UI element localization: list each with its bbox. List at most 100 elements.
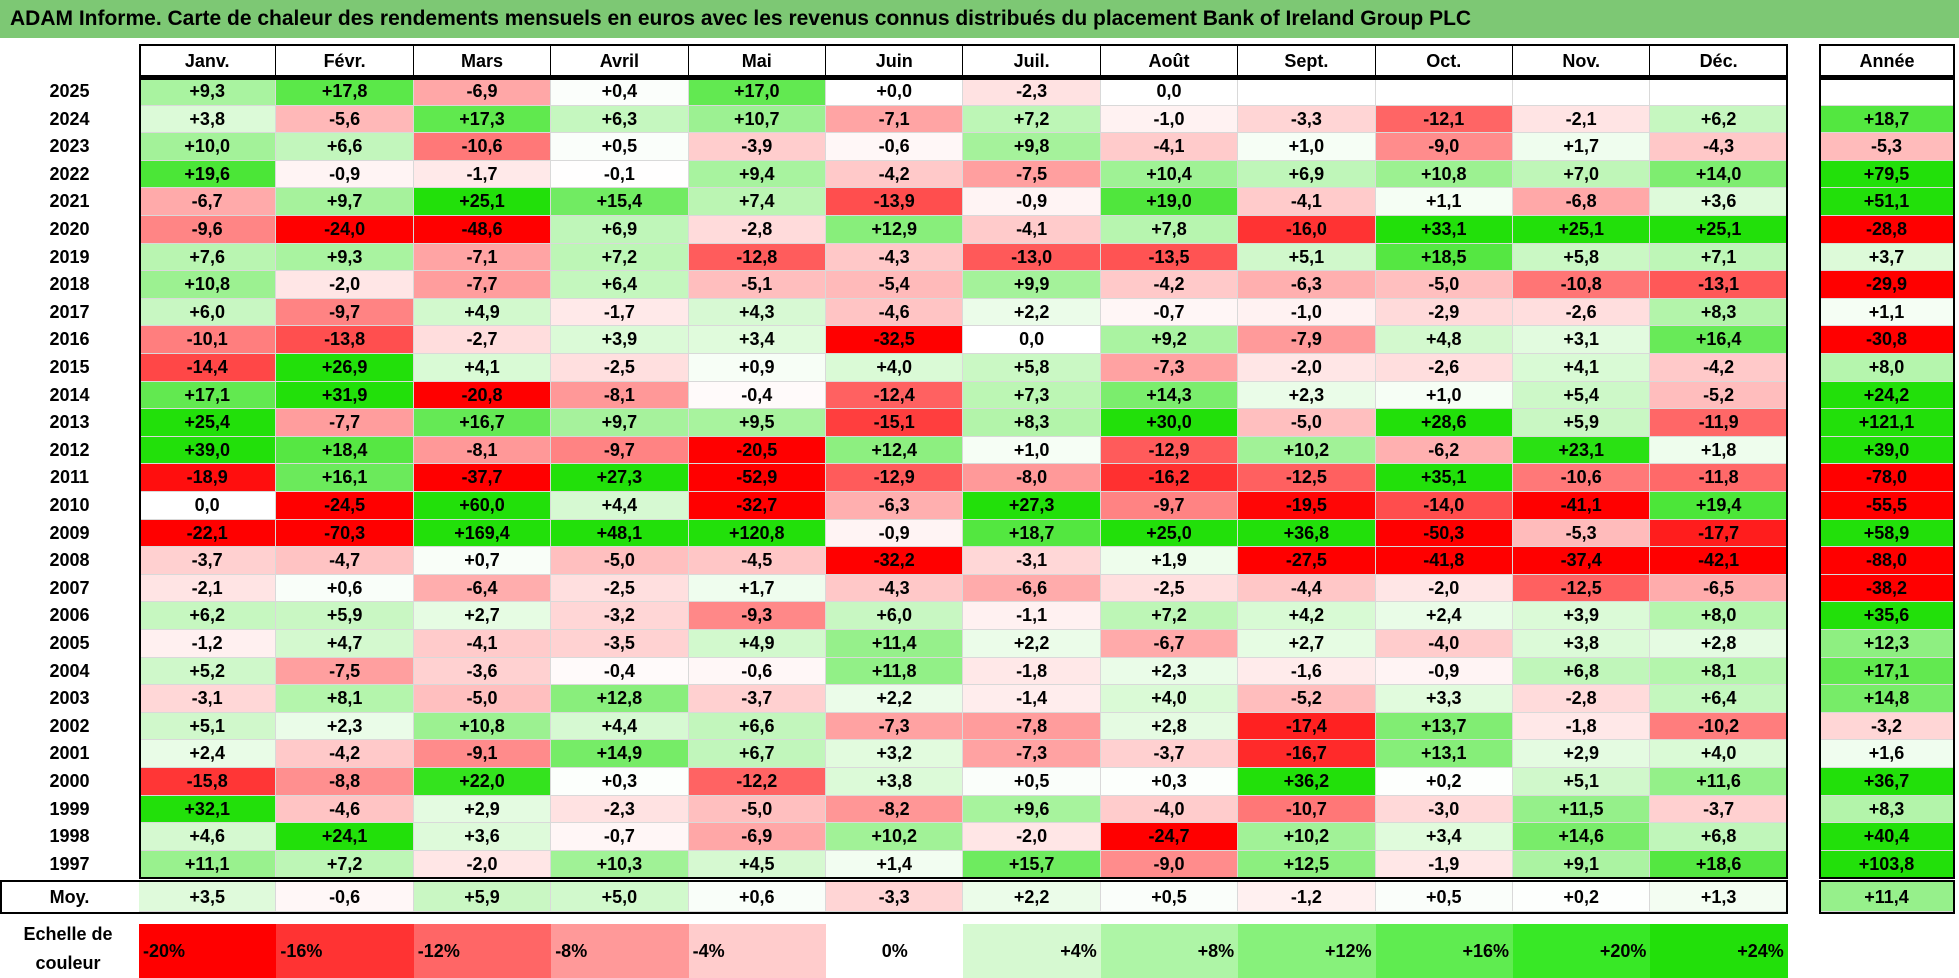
heatmap-cell: -27,5 <box>1238 547 1376 575</box>
heatmap-cell: -5,2 <box>1650 381 1788 410</box>
heatmap-cell <box>1238 78 1376 106</box>
heatmap-cell: +11,8 <box>826 657 964 686</box>
year-label: 2016 <box>0 326 139 354</box>
legend-swatch: 0% <box>826 924 964 978</box>
heatmap-cell: -7,1 <box>826 105 964 134</box>
heatmap-cell: +6,8 <box>1650 823 1788 851</box>
heatmap-cell: -13,1 <box>1650 271 1788 299</box>
heatmap-cell <box>1375 78 1513 106</box>
heatmap-cell: -8,2 <box>826 795 964 824</box>
heatmap-cell: +0,9 <box>688 354 826 382</box>
heatmap-cell: +27,3 <box>963 492 1101 520</box>
heatmap-cell: +7,2 <box>1100 602 1239 630</box>
heatmap-cell: +10,2 <box>826 823 964 851</box>
heatmap-cell: +6,7 <box>688 740 826 768</box>
heatmap-cell: -5,2 <box>1238 685 1376 713</box>
heatmap-cell: +5,1 <box>139 712 277 741</box>
heatmap-cell: +5,2 <box>139 657 277 686</box>
average-cell: +2,2 <box>963 882 1101 913</box>
heatmap-cell: +0,7 <box>413 547 552 575</box>
average-cell: -0,6 <box>276 882 414 913</box>
heatmap-cell: +8,1 <box>1650 657 1788 686</box>
heatmap-cell: +2,9 <box>1513 740 1651 768</box>
legend-swatch: -4% <box>688 924 826 978</box>
heatmap-cell: -7,9 <box>1238 326 1376 354</box>
average-label: Moy. <box>0 882 139 913</box>
heatmap-cell: -2,3 <box>551 795 689 824</box>
heatmap-cell: -48,6 <box>413 216 552 244</box>
heatmap-cell: -20,8 <box>413 381 552 410</box>
heatmap-cell: +25,4 <box>139 409 277 437</box>
heatmap-cell: +31,9 <box>276 381 414 410</box>
month-header: Juin <box>826 44 964 76</box>
heatmap-cell: +7,8 <box>1100 216 1239 244</box>
heatmap-cell: +5,4 <box>1513 381 1651 410</box>
legend-title-line1: Echelle de <box>23 924 113 944</box>
heatmap-cell: -7,3 <box>826 712 964 741</box>
heatmap-cell: +4,5 <box>688 850 826 879</box>
heatmap-cell: +3,8 <box>139 105 277 134</box>
heatmap-cell: -4,2 <box>1100 271 1239 299</box>
heatmap-cell: +6,8 <box>1513 657 1651 686</box>
heatmap-cell: +14,9 <box>551 740 689 768</box>
heatmap-cell: +4,6 <box>139 823 277 851</box>
heatmap-cell: +1,7 <box>688 574 826 603</box>
heatmap-cell: -17,7 <box>1650 519 1788 548</box>
heatmap-cell: -0,4 <box>551 657 689 686</box>
heatmap-cell: -16,0 <box>1238 216 1376 244</box>
heatmap-cell: -2,3 <box>963 78 1101 106</box>
heatmap-cell: +9,5 <box>688 409 826 437</box>
year-label: 2013 <box>0 409 139 437</box>
legend-swatch: -16% <box>276 924 414 978</box>
heatmap-cell: +30,0 <box>1100 409 1239 437</box>
heatmap-cell: +10,8 <box>413 712 552 741</box>
heatmap-cell: 0,0 <box>963 326 1101 354</box>
heatmap-cell: +1,1 <box>1375 188 1513 216</box>
heatmap-cell: +0,3 <box>1100 768 1239 796</box>
heatmap-cell: -4,3 <box>826 574 964 603</box>
heatmap-cell: -5,3 <box>1513 519 1651 548</box>
annual-cell: +12,3 <box>1819 630 1955 658</box>
year-label: 2005 <box>0 630 139 658</box>
heatmap-cell: +7,2 <box>276 850 414 879</box>
heatmap-cell: +7,1 <box>1650 243 1788 272</box>
year-label: 2024 <box>0 105 139 134</box>
heatmap-cell: +23,1 <box>1513 436 1651 465</box>
heatmap-cell: -0,1 <box>551 160 689 189</box>
heatmap-cell: -4,0 <box>1100 795 1239 824</box>
heatmap-cell: +36,8 <box>1238 519 1376 548</box>
heatmap-cell: +0,3 <box>551 768 689 796</box>
month-header: Mars <box>413 44 552 76</box>
heatmap-cell: +2,8 <box>1650 630 1788 658</box>
year-label: 2007 <box>0 574 139 603</box>
heatmap-cell: -4,1 <box>963 216 1101 244</box>
annual-cell: +14,8 <box>1819 685 1955 713</box>
annual-cell: +103,8 <box>1819 850 1955 879</box>
heatmap-cell: +1,4 <box>826 850 964 879</box>
year-label: 2008 <box>0 547 139 575</box>
average-cell: -1,2 <box>1238 882 1376 913</box>
heatmap-cell <box>1513 78 1651 106</box>
heatmap-cell: +27,3 <box>551 464 689 492</box>
heatmap-cell: -9,7 <box>551 436 689 465</box>
heatmap-cell: -1,2 <box>139 630 277 658</box>
year-label: 2009 <box>0 519 139 548</box>
heatmap-cell: +1,0 <box>1375 381 1513 410</box>
heatmap-cell: +19,6 <box>139 160 277 189</box>
heatmap-cell: +3,6 <box>413 823 552 851</box>
heatmap-cell: +18,7 <box>963 519 1101 548</box>
heatmap-cell: -5,0 <box>1375 271 1513 299</box>
heatmap-cell: +6,0 <box>826 602 964 630</box>
heatmap-cell: +2,3 <box>276 712 414 741</box>
heatmap-cell: +11,5 <box>1513 795 1651 824</box>
annual-header: Année <box>1819 44 1955 76</box>
average-cell: +0,5 <box>1375 882 1513 913</box>
heatmap-cell: +5,8 <box>963 354 1101 382</box>
year-label: 2011 <box>0 464 139 492</box>
annual-cell: +39,0 <box>1819 436 1955 465</box>
annual-cell: +79,5 <box>1819 160 1955 189</box>
annual-cell: +121,1 <box>1819 409 1955 437</box>
heatmap-cell: -7,3 <box>963 740 1101 768</box>
heatmap-cell: +3,4 <box>688 326 826 354</box>
heatmap-cell: -2,5 <box>551 574 689 603</box>
